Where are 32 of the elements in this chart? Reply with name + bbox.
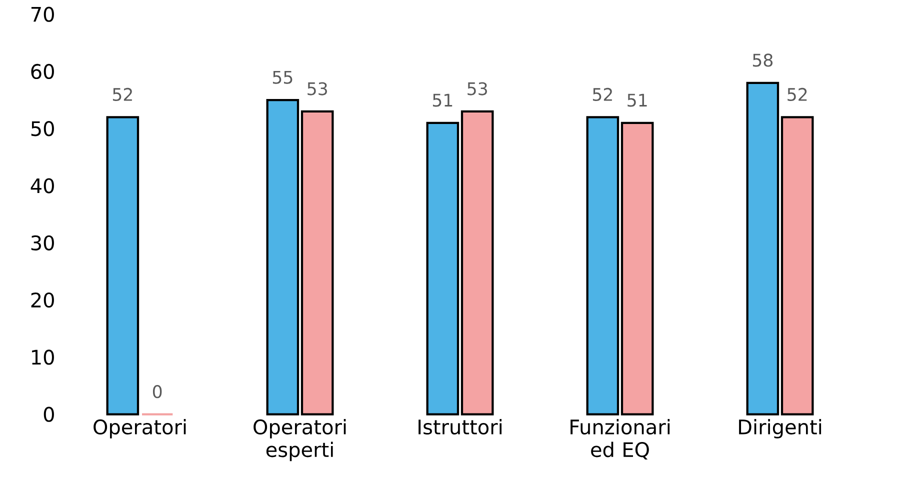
bar (460, 110, 494, 416)
y-tick-label: 20 (31, 292, 54, 308)
bar (620, 122, 654, 416)
data-label: 55 (272, 71, 292, 84)
data-label: 52 (112, 88, 132, 102)
data-label: 51 (432, 94, 452, 107)
bar (266, 98, 300, 416)
data-label: 53 (308, 82, 327, 96)
y-tick-label: 60 (31, 64, 54, 80)
y-tick-label: 50 (31, 121, 54, 136)
y-tick-label: 40 (30, 178, 54, 194)
y-tick-label: 30 (31, 235, 54, 250)
bar (300, 110, 334, 416)
bar (586, 116, 620, 416)
x-tick-label: Dirigenti (739, 419, 822, 438)
x-tick-label: Operatori (94, 419, 186, 438)
data-label: 51 (628, 94, 647, 107)
data-label: 58 (752, 54, 773, 67)
data-label: 52 (788, 88, 807, 102)
data-label: 53 (468, 82, 487, 96)
y-tick-label: 0 (44, 406, 54, 422)
bar (780, 116, 814, 416)
y-tick-label: 10 (32, 350, 54, 365)
bar (746, 82, 780, 416)
bar (426, 122, 460, 416)
y-tick-label: 70 (31, 6, 54, 22)
bar (106, 116, 140, 416)
x-tick-label: Operatori esperti (254, 419, 346, 462)
data-label: 0 (152, 385, 162, 398)
x-tick-label: Istruttori (418, 419, 502, 435)
data-label: 52 (592, 88, 612, 102)
x-tick-label: Funzionari ed EQ (570, 419, 670, 460)
